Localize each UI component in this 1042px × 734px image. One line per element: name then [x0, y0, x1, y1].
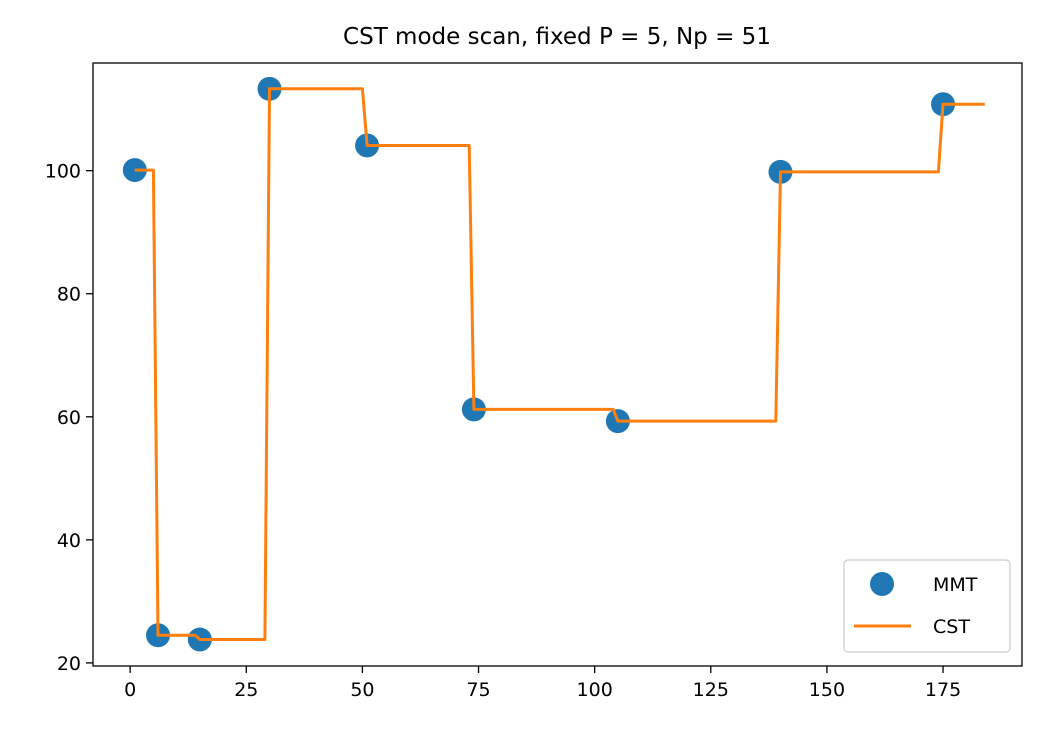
y-axis: 20 40 60 80 100	[45, 161, 93, 675]
plot-frame	[92, 62, 1023, 667]
y-tick-label: 100	[45, 161, 81, 183]
legend: MMT CST	[843, 559, 1011, 653]
x-tick-label: 175	[925, 679, 961, 701]
x-tick-label: 25	[234, 679, 258, 701]
legend-marker-mmt	[870, 572, 894, 596]
x-tick-label: 100	[577, 679, 613, 701]
x-tick-label: 0	[124, 679, 136, 701]
x-axis: 0 25 50 75 100 125 150 175	[124, 666, 961, 701]
legend-label-cst: CST	[933, 616, 970, 638]
y-tick-label: 40	[57, 530, 81, 552]
x-tick-label: 125	[693, 679, 729, 701]
x-tick-label: 75	[466, 679, 490, 701]
x-tick-label: 50	[350, 679, 374, 701]
plot-series	[122, 76, 985, 652]
chart-title: CST mode scan, fixed P = 5, Np = 51	[343, 24, 771, 50]
legend-label-mmt: MMT	[933, 574, 978, 596]
x-tick-label: 150	[809, 679, 845, 701]
y-tick-label: 60	[57, 407, 81, 429]
y-tick-label: 80	[57, 284, 81, 306]
legend-box	[843, 559, 1011, 653]
cst-line	[134, 87, 985, 641]
y-tick-label: 20	[57, 653, 81, 675]
